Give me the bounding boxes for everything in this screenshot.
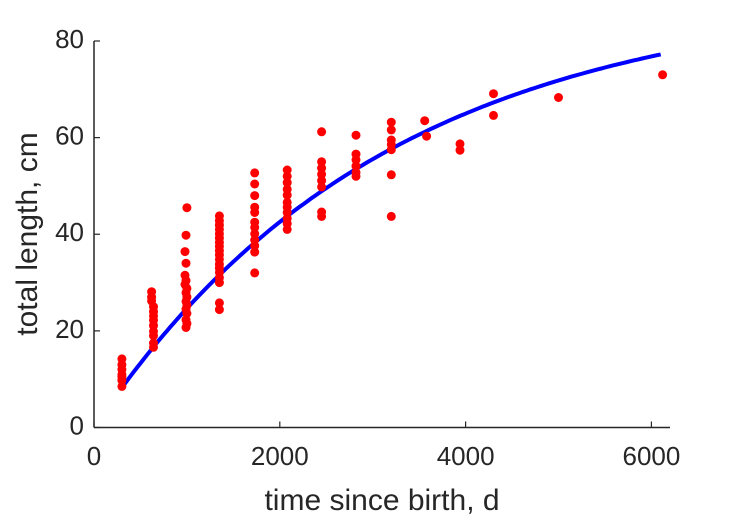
data-point xyxy=(250,223,260,232)
data-point xyxy=(386,125,396,135)
data-point xyxy=(422,131,432,141)
data-point xyxy=(386,211,396,221)
data-point xyxy=(489,110,498,120)
data-point xyxy=(250,191,260,201)
data-point xyxy=(250,179,260,189)
data-point xyxy=(317,176,327,186)
data-point xyxy=(282,190,292,200)
data-point xyxy=(214,278,224,288)
data-point xyxy=(181,323,191,332)
data-point xyxy=(489,89,498,99)
y-axis-label: total length, cm xyxy=(11,132,44,335)
data-point xyxy=(149,331,158,341)
x-axis-label: time since birth, d xyxy=(264,484,499,517)
data-point xyxy=(386,117,396,127)
data-point xyxy=(282,224,292,234)
data-point xyxy=(351,130,361,140)
data-point xyxy=(317,127,327,137)
data-point xyxy=(317,163,327,173)
data-points xyxy=(117,70,668,391)
data-point xyxy=(386,170,396,180)
data-point xyxy=(214,298,224,308)
y-tick-label-4: 80 xyxy=(55,24,84,54)
data-point xyxy=(250,168,260,178)
data-point xyxy=(351,171,361,181)
data-point xyxy=(317,182,327,192)
data-point xyxy=(317,157,327,167)
data-point xyxy=(420,116,430,126)
fit-curve-line xyxy=(120,52,662,389)
y-tick-label-3: 60 xyxy=(55,121,84,151)
y-tick-label-2: 40 xyxy=(55,217,84,247)
data-point xyxy=(351,155,361,165)
data-point xyxy=(250,268,260,278)
x-tick-label-2: 4000 xyxy=(437,441,495,471)
y-tick-label-1: 20 xyxy=(55,314,84,344)
data-point xyxy=(214,305,224,315)
data-point xyxy=(554,93,563,102)
data-point xyxy=(386,145,396,155)
x-axis-ticks: 0 2000 4000 6000 xyxy=(87,421,680,471)
data-point xyxy=(149,342,158,352)
data-point xyxy=(250,229,260,239)
x-tick-label-3: 6000 xyxy=(622,441,680,471)
data-point xyxy=(250,247,260,257)
data-point xyxy=(250,208,260,217)
data-point xyxy=(182,203,192,213)
data-point xyxy=(317,211,327,221)
data-point xyxy=(282,165,292,175)
data-point xyxy=(351,161,361,171)
x-tick-label-0: 0 xyxy=(87,441,101,471)
x-tick-label-1: 2000 xyxy=(251,441,309,471)
data-point xyxy=(455,139,465,149)
data-point xyxy=(117,375,127,385)
plot-area xyxy=(93,41,670,429)
y-axis-ticks: 0 20 40 60 80 xyxy=(55,24,100,440)
data-point xyxy=(282,171,292,181)
data-point xyxy=(455,145,465,155)
data-point xyxy=(282,178,292,188)
data-point xyxy=(317,169,327,179)
data-point xyxy=(180,247,190,257)
data-point xyxy=(117,381,127,391)
data-point xyxy=(658,70,668,80)
data-point xyxy=(181,258,191,268)
data-point xyxy=(250,241,260,251)
y-tick-label-0: 0 xyxy=(70,410,84,440)
data-point xyxy=(181,230,191,240)
